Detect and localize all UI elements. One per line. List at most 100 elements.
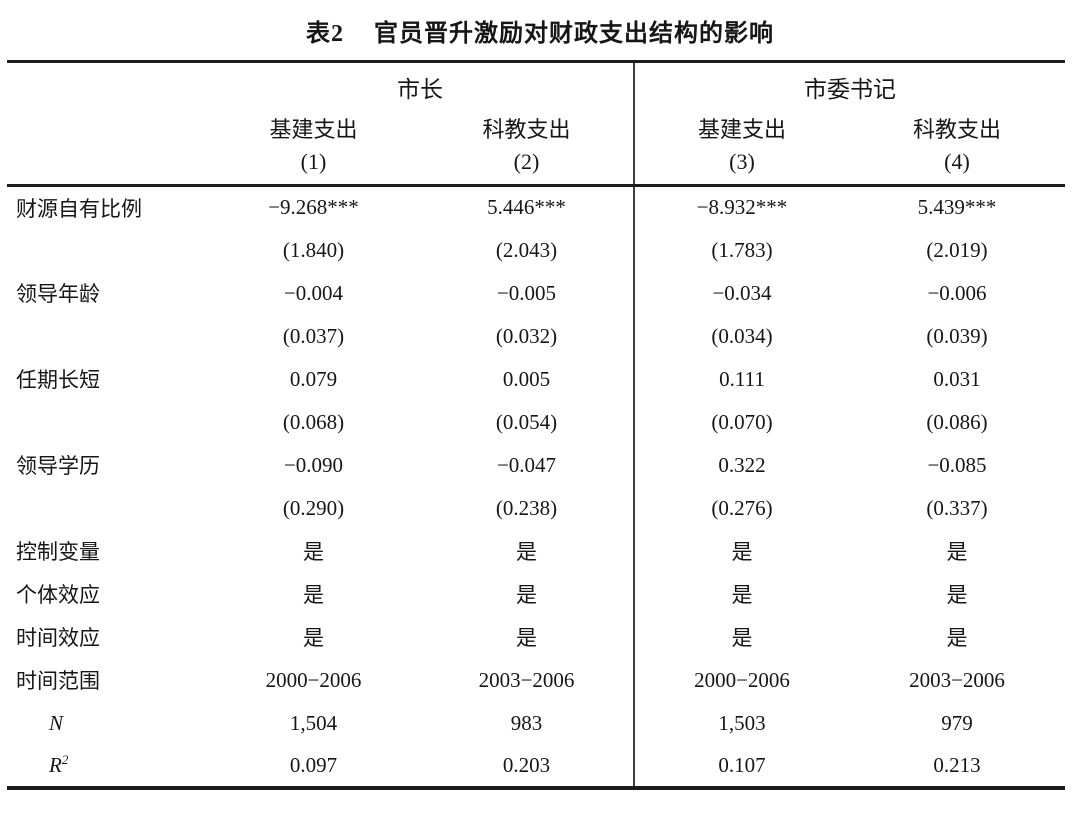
table-row: 控制变量 是 是 是 是 xyxy=(7,529,1065,573)
data-cell: 是 xyxy=(633,615,849,659)
row-label-text: 个体效应 xyxy=(16,583,100,607)
data-cell: −0.047 xyxy=(496,452,557,477)
row-label: R2 xyxy=(7,745,207,788)
data-cell: 1,504 xyxy=(289,710,338,735)
table-row: 时间效应 是 是 是 是 xyxy=(7,615,1065,659)
data-cell: 1,503 xyxy=(633,701,849,745)
group-header-spacer xyxy=(7,62,207,112)
data-cell: (1.783) xyxy=(633,228,849,272)
table-row: (0.068) (0.054) (0.070) (0.086) xyxy=(7,400,1065,444)
data-cell: (0.086) xyxy=(926,409,988,434)
data-cell: 2000−2006 xyxy=(633,658,849,702)
column-header-number: (1) xyxy=(300,148,327,174)
row-label: 个体效应 xyxy=(7,573,207,616)
column-header: 基建支出 (1) xyxy=(207,112,420,186)
table-row: 任期长短 0.079 0.005 0.111 0.031 xyxy=(7,357,1065,401)
data-cell: (0.068) xyxy=(282,409,345,434)
group-header: 市长 xyxy=(397,77,443,103)
data-cell: 5.446*** xyxy=(487,195,566,220)
table-row: 领导年龄 −0.004 −0.005 −0.034 −0.006 xyxy=(7,271,1065,315)
table-title: 表2 官员晋升激励对财政支出结构的影响 xyxy=(0,0,1080,60)
row-label-text: R xyxy=(49,753,62,777)
data-cell: 是 xyxy=(516,626,537,650)
group-header-row: 市长 市委书记 xyxy=(7,61,1065,112)
row-label: 任期长短 xyxy=(7,358,207,401)
column-header: 基建支出 (3) xyxy=(633,111,849,186)
table-row: 个体效应 是 是 是 是 xyxy=(7,572,1065,616)
data-cell: (0.070) xyxy=(633,400,849,444)
data-cell: (1.840) xyxy=(282,237,345,262)
data-cell: 是 xyxy=(633,529,849,573)
table-row: N 1,504 983 1,503 979 xyxy=(7,701,1065,745)
data-cell: 983 xyxy=(510,710,543,735)
data-cell: (0.290) xyxy=(282,495,345,520)
table-row: 财源自有比例 −9.268*** 5.446*** −8.932*** 5.439*** xyxy=(7,185,1065,229)
column-header-number: (2) xyxy=(513,148,540,174)
data-cell: −0.004 xyxy=(283,280,344,305)
data-cell: (2.043) xyxy=(495,237,558,262)
data-cell: (0.034) xyxy=(633,314,849,358)
row-label: 领导年龄 xyxy=(7,272,207,315)
data-cell: (0.039) xyxy=(926,323,988,348)
table-row: 时间范围 2000−2006 2003−2006 2000−2006 2003−2006 xyxy=(7,658,1065,702)
column-header: 科教支出 (2) xyxy=(420,112,634,186)
row-label xyxy=(7,487,207,530)
data-cell: 979 xyxy=(941,710,973,735)
data-cell: 是 xyxy=(516,583,537,607)
row-label xyxy=(7,315,207,358)
data-cell: 0.213 xyxy=(933,752,981,777)
table-row: R2 0.097 0.203 0.107 0.213 xyxy=(7,744,1065,788)
row-label-text: N xyxy=(49,710,64,735)
row-label: 时间范围 xyxy=(7,659,207,702)
data-cell: −0.090 xyxy=(283,452,344,477)
data-cell: (0.337) xyxy=(926,495,988,520)
data-cell: (0.276) xyxy=(633,486,849,530)
regression-table: 市长 市委书记 基建支出 (1) 科教支出 (2) 基建支出 (3) 科教支出 (4) 财源自有… xyxy=(7,60,1065,790)
table-row: 领导学历 −0.090 −0.047 0.322 −0.085 xyxy=(7,443,1065,487)
data-cell: 0.005 xyxy=(502,366,551,391)
data-cell: 2003−2006 xyxy=(478,667,575,692)
column-header-row: 基建支出 (1) 科教支出 (2) 基建支出 (3) 科教支出 (4) xyxy=(7,111,1065,186)
data-cell: 是 xyxy=(303,540,324,564)
column-header-title: 科教支出 xyxy=(482,116,571,142)
data-cell: 是 xyxy=(303,583,324,607)
table-body: 财源自有比例 −9.268*** 5.446*** −8.932*** 5.439***… xyxy=(7,185,1065,788)
column-header-number: (4) xyxy=(944,148,970,174)
data-cell: 是 xyxy=(303,626,324,650)
table-number: 表2 xyxy=(306,20,344,47)
data-cell: 0.203 xyxy=(502,752,551,777)
data-cell: (2.019) xyxy=(926,237,988,262)
data-cell: 是 xyxy=(946,626,968,650)
data-cell: 0.079 xyxy=(289,366,338,391)
column-header-title: 基建支出 xyxy=(269,116,358,142)
data-cell: 2003−2006 xyxy=(909,667,1005,692)
data-cell: 0.322 xyxy=(633,443,849,487)
data-cell: 2000−2006 xyxy=(265,667,362,692)
column-header-number: (3) xyxy=(729,148,755,174)
table-row: (1.840) (2.043) (1.783) (2.019) xyxy=(7,228,1065,272)
data-cell: −9.268*** xyxy=(268,195,359,220)
row-label: 领导学历 xyxy=(7,444,207,487)
table-row: (0.290) (0.238) (0.276) (0.337) xyxy=(7,486,1065,530)
row-label: N xyxy=(7,702,207,745)
data-cell: 0.097 xyxy=(289,752,338,777)
data-cell: −8.932*** xyxy=(633,185,849,229)
table-head: 市长 市委书记 基建支出 (1) 科教支出 (2) 基建支出 (3) 科教支出 (4) xyxy=(7,61,1065,186)
data-cell: 5.439*** xyxy=(917,195,997,220)
table-row: (0.037) (0.032) (0.034) (0.039) xyxy=(7,314,1065,358)
row-label-text: 任期长短 xyxy=(16,368,100,392)
data-cell: 0.111 xyxy=(633,357,849,401)
table-title-text: 官员晋升激励对财政支出结构的影响 xyxy=(374,20,774,47)
row-label-text: 财源自有比例 xyxy=(16,196,142,221)
row-label: 控制变量 xyxy=(7,530,207,573)
data-cell: 是 xyxy=(946,583,968,607)
data-cell: (0.037) xyxy=(282,323,345,348)
row-label-text: 领导学历 xyxy=(16,454,100,478)
row-label-text: 控制变量 xyxy=(16,540,100,564)
data-cell: (0.054) xyxy=(495,409,558,434)
data-cell: −0.006 xyxy=(927,280,987,305)
row-label: 财源自有比例 xyxy=(7,186,207,229)
group-header: 市委书记 xyxy=(633,61,1065,112)
row-label-text: 时间范围 xyxy=(16,669,100,693)
